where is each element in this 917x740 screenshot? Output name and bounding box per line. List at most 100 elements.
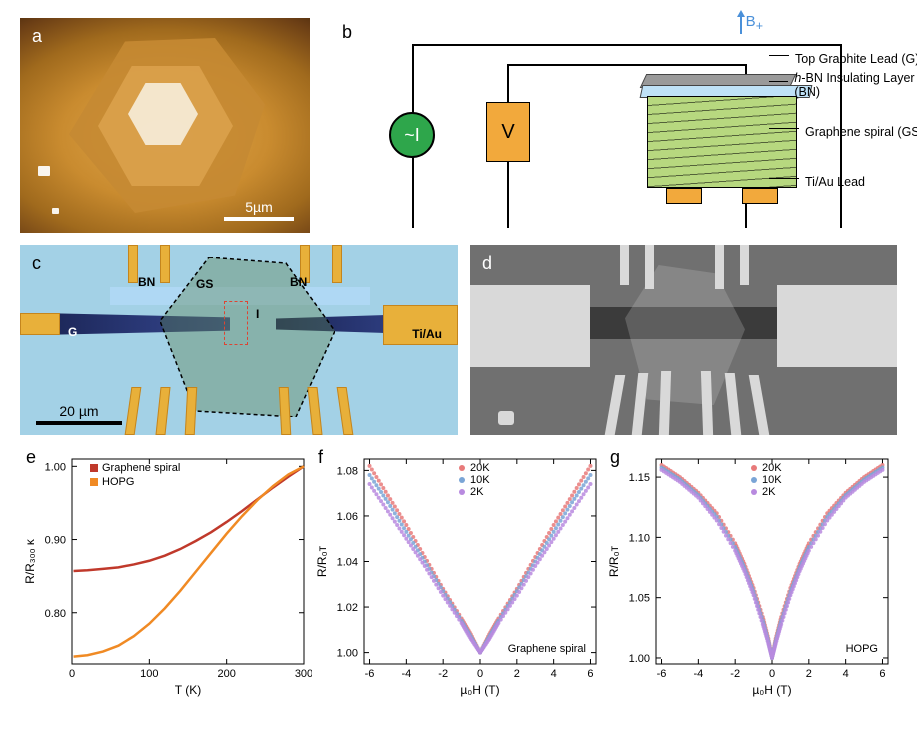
sem-finger	[740, 245, 749, 285]
svg-text:R/R₃₀₀ ᴋ: R/R₃₀₀ ᴋ	[23, 538, 37, 584]
sem-pad-right	[777, 285, 897, 367]
svg-text:1.02: 1.02	[337, 602, 358, 614]
svg-text:1.08: 1.08	[337, 465, 358, 477]
voltmeter: V	[486, 102, 530, 162]
chart-f-svg: -6-4-202461.001.021.041.061.08µ₀H (T)R/R…	[312, 445, 604, 700]
sem-finger	[620, 245, 629, 285]
scalebar-a-bar	[224, 217, 294, 221]
bfield-label: B	[746, 13, 756, 30]
svg-text:1.00: 1.00	[629, 653, 650, 665]
svg-text:20K: 20K	[470, 462, 490, 474]
current-source: ~I	[389, 112, 435, 158]
svg-text:HOPG: HOPG	[102, 476, 134, 488]
svg-text:-2: -2	[438, 668, 448, 680]
au-finger	[332, 245, 342, 283]
panel-g-label: g	[610, 447, 620, 468]
annotations: Top Graphite Lead (G) h-BN Insulating La…	[769, 38, 917, 197]
afm-speck	[52, 208, 59, 214]
sem-finger	[749, 375, 770, 435]
au-finger	[128, 245, 138, 283]
panel-c-optical: c G	[20, 245, 458, 435]
svg-text:1.05: 1.05	[629, 593, 650, 605]
svg-text:0: 0	[69, 668, 75, 680]
panel-d-label: d	[482, 253, 492, 274]
sem-finger	[645, 245, 654, 289]
sem-finger	[725, 373, 742, 435]
svg-text:-2: -2	[730, 668, 740, 680]
svg-text:10K: 10K	[762, 474, 782, 486]
svg-text:1.00: 1.00	[337, 648, 358, 660]
svg-text:10K: 10K	[470, 474, 490, 486]
tiau-pad	[666, 188, 702, 204]
label-BN: BN	[290, 275, 307, 289]
svg-text:µ₀H (T): µ₀H (T)	[460, 683, 499, 697]
bfield-sub: +	[756, 19, 763, 33]
svg-text:-6: -6	[365, 668, 375, 680]
row-top: a 5µm b B+ ~I V	[20, 18, 897, 233]
row-bottom: e 01002003000.800.901.00T (K)R/R₃₀₀ ᴋGra…	[20, 445, 897, 705]
svg-text:1.04: 1.04	[337, 557, 358, 569]
svg-text:2K: 2K	[470, 486, 484, 498]
panel-a-label: a	[32, 26, 42, 47]
svg-text:µ₀H (T): µ₀H (T)	[752, 683, 791, 697]
svg-text:1.06: 1.06	[337, 511, 358, 523]
annot-spiral: Graphene spiral (GS)	[805, 125, 917, 139]
label-BN: BN	[138, 275, 155, 289]
annot-tiau: Ti/Au Lead	[805, 175, 865, 189]
panel-c-label: c	[32, 253, 41, 274]
panel-e-label: e	[26, 447, 36, 468]
svg-text:4: 4	[843, 668, 849, 680]
svg-text:1.15: 1.15	[629, 472, 650, 484]
panel-a-afm: a 5µm	[20, 18, 310, 233]
svg-text:2: 2	[806, 668, 812, 680]
sem-finger	[659, 371, 671, 435]
chart-g-svg: -6-4-202461.001.051.101.15µ₀H (T)R/R₀ᴛ20…	[604, 445, 896, 700]
svg-text:0.80: 0.80	[45, 608, 66, 620]
svg-text:-6: -6	[657, 668, 667, 680]
sem-debris	[498, 411, 514, 425]
svg-text:2K: 2K	[762, 486, 776, 498]
row-middle: c G	[20, 233, 897, 435]
voltmeter-label: V	[501, 121, 514, 144]
label-I: I	[256, 307, 259, 321]
svg-text:0: 0	[769, 668, 775, 680]
scalebar-c-text: 20 µm	[59, 403, 98, 419]
svg-text:R/R₀ᴛ: R/R₀ᴛ	[607, 545, 621, 577]
svg-text:Graphene spiral: Graphene spiral	[102, 462, 180, 474]
panel-e: e 01002003000.800.901.00T (K)R/R₃₀₀ ᴋGra…	[20, 445, 312, 705]
label-TiAu: Ti/Au	[412, 327, 442, 341]
svg-text:Graphene spiral: Graphene spiral	[508, 643, 586, 655]
svg-text:0.90: 0.90	[45, 535, 66, 547]
panel-b-schematic: b B+ ~I V	[342, 18, 897, 233]
label-G: G	[68, 325, 77, 339]
svg-text:T (K): T (K)	[175, 683, 201, 697]
panel-g: g -6-4-202461.001.051.101.15µ₀H (T)R/R₀ᴛ…	[604, 445, 896, 705]
scalebar-c-bar	[36, 421, 122, 425]
svg-text:-4: -4	[401, 668, 411, 680]
lead-line	[769, 178, 799, 179]
scalebar-c: 20 µm	[36, 403, 122, 425]
svg-text:20K: 20K	[762, 462, 782, 474]
svg-text:1.10: 1.10	[629, 532, 650, 544]
sem-finger	[632, 373, 649, 435]
bfield-arrow: B+	[740, 12, 763, 34]
chart-e-svg: 01002003000.800.901.00T (K)R/R₃₀₀ ᴋGraph…	[20, 445, 312, 700]
au-finger	[160, 245, 170, 283]
roi-box	[224, 301, 248, 345]
scalebar-a: 5µm	[224, 199, 294, 221]
svg-text:HOPG: HOPG	[846, 643, 878, 655]
svg-text:6: 6	[879, 668, 885, 680]
lead-line	[769, 128, 799, 129]
svg-text:200: 200	[217, 668, 235, 680]
lead-line	[769, 81, 788, 82]
sem-pad-left	[470, 285, 590, 367]
svg-text:1.00: 1.00	[45, 461, 66, 473]
svg-text:2: 2	[514, 668, 520, 680]
panel-d-sem: d	[470, 245, 897, 435]
panel-f: f -6-4-202461.001.021.041.061.08µ₀H (T)R…	[312, 445, 604, 705]
au-finger	[20, 313, 60, 335]
figure: a 5µm b B+ ~I V	[20, 18, 897, 705]
sem-finger	[715, 245, 724, 289]
sem-finger	[605, 375, 626, 435]
panel-b-label: b	[342, 22, 352, 43]
